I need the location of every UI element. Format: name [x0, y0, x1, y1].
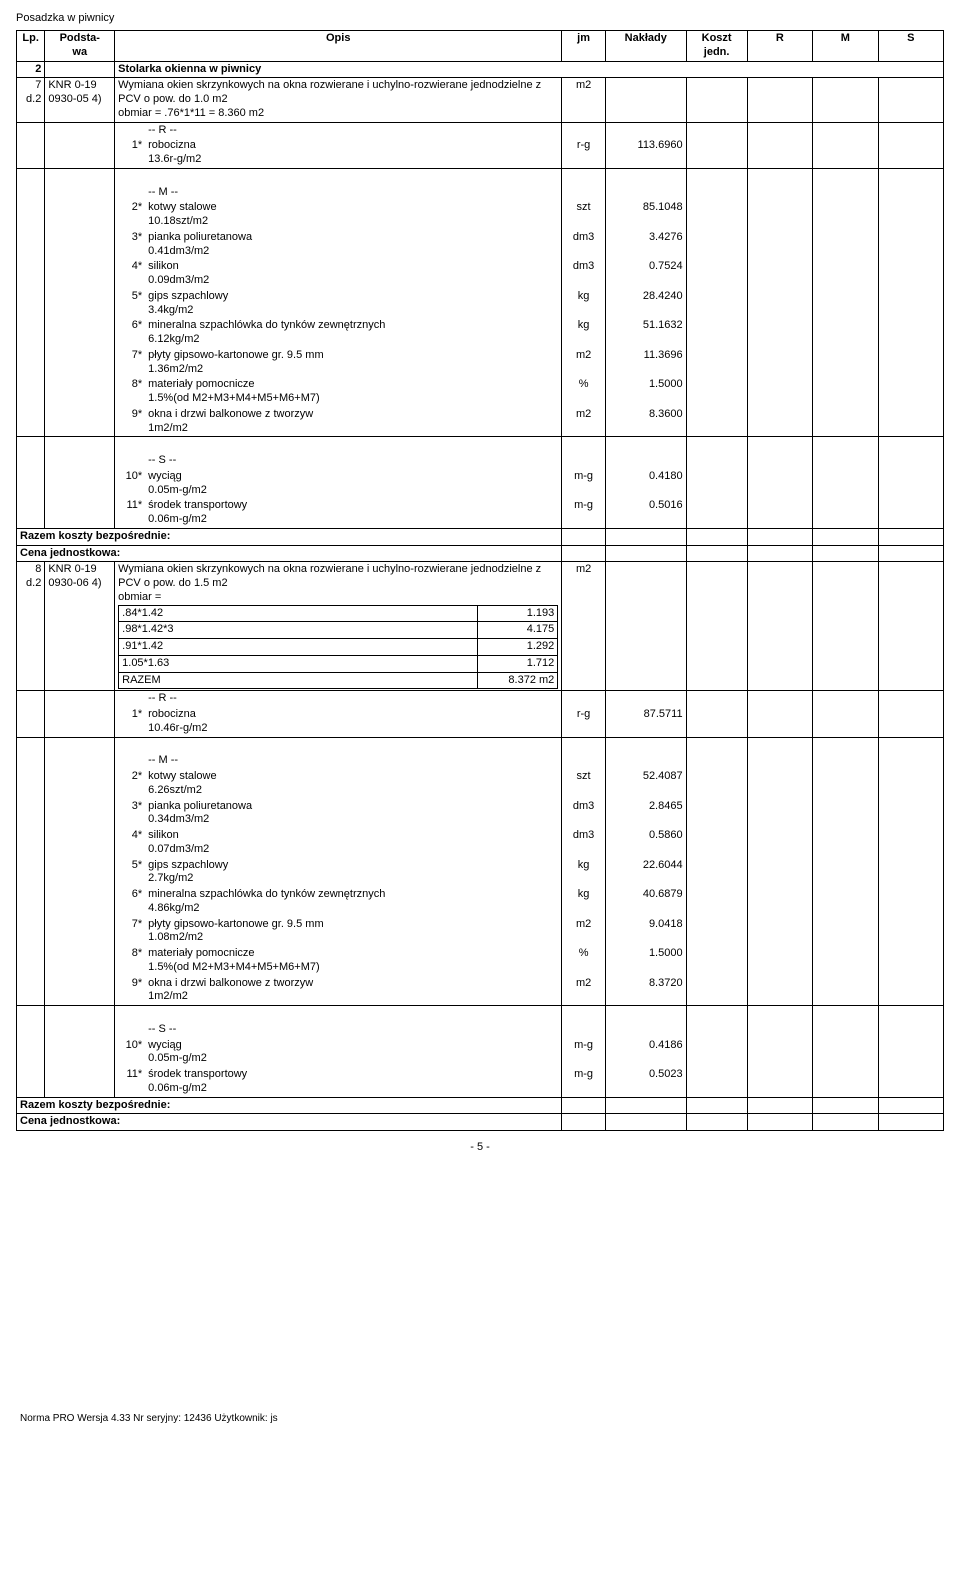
line-row: -- S --: [17, 453, 944, 469]
th-opis: Opis: [115, 31, 562, 62]
line-row: -- S --: [17, 1022, 944, 1038]
th-jm: jm: [562, 31, 606, 62]
line-opis: 10*wyciąg 0.05m-g/m2: [115, 1038, 562, 1068]
line-opis: -- S --: [115, 453, 562, 469]
line-row: -- R --: [17, 691, 944, 707]
line-opis: 11*środek transportowy 0.06m-g/m2: [115, 1067, 562, 1097]
item-podstawa: KNR 0-19 0930-06 4): [45, 562, 115, 691]
line-row: 11*środek transportowy 0.06m-g/m2m-g0.50…: [17, 498, 944, 528]
line-opis: 1*robocizna 10.46r-g/m2: [115, 707, 562, 737]
line-row: 1*robocizna 13.6r-g/m2r-g113.6960: [17, 138, 944, 168]
line-opis: 8*materiały pomocnicze 1.5%(od M2+M3+M4+…: [115, 946, 562, 976]
th-lp: Lp.: [17, 31, 45, 62]
cena-label: Cena jednostkowa:: [17, 1114, 562, 1131]
line-opis: 4*silikon 0.07dm3/m2: [115, 828, 562, 858]
doc-title: Posadzka w piwnicy: [16, 12, 944, 24]
line-row: 4*silikon 0.07dm3/m2dm30.5860: [17, 828, 944, 858]
line-row: 8*materiały pomocnicze 1.5%(od M2+M3+M4+…: [17, 377, 944, 407]
item-lp: 7 d.2: [17, 78, 45, 122]
line-opis: 2*kotwy stalowe 10.18szt/m2: [115, 200, 562, 230]
cena-label: Cena jednostkowa:: [17, 545, 562, 562]
line-opis: -- R --: [115, 122, 562, 138]
line-row: 8*materiały pomocnicze 1.5%(od M2+M3+M4+…: [17, 946, 944, 976]
line-row: 10*wyciąg 0.05m-g/m2m-g0.4180: [17, 469, 944, 499]
line-opis: -- S --: [115, 1022, 562, 1038]
line-row: 6*mineralna szpachlówka do tynków zewnęt…: [17, 887, 944, 917]
line-opis: 9*okna i drzwi balkonowe z tworzyw 1m2/m…: [115, 407, 562, 437]
line-opis: -- M --: [115, 185, 562, 201]
item-lp: 8 d.2: [17, 562, 45, 691]
line-opis: 3*pianka poliuretanowa 0.41dm3/m2: [115, 230, 562, 260]
cost-table: Lp. Podsta- wa Opis jm Nakłady Koszt jed…: [16, 30, 944, 1131]
th-m: M: [813, 31, 878, 62]
line-opis: 9*okna i drzwi balkonowe z tworzyw 1m2/m…: [115, 976, 562, 1006]
line-row: 6*mineralna szpachlówka do tynków zewnęt…: [17, 318, 944, 348]
line-row: -- M --: [17, 185, 944, 201]
line-opis: 6*mineralna szpachlówka do tynków zewnęt…: [115, 887, 562, 917]
line-opis: 2*kotwy stalowe 6.26szt/m2: [115, 769, 562, 799]
line-row: 9*okna i drzwi balkonowe z tworzyw 1m2/m…: [17, 407, 944, 437]
line-opis: -- M --: [115, 753, 562, 769]
line-opis: 6*mineralna szpachlówka do tynków zewnęt…: [115, 318, 562, 348]
line-opis: 7*płyty gipsowo-kartonowe gr. 9.5 mm 1.0…: [115, 917, 562, 947]
footer-note: Norma PRO Wersja 4.33 Nr seryjny: 12436 …: [16, 1413, 944, 1424]
line-opis: 10*wyciąg 0.05m-g/m2: [115, 469, 562, 499]
line-opis: 5*gips szpachlowy 3.4kg/m2: [115, 289, 562, 319]
razem-label: Razem koszty bezpośrednie:: [17, 528, 562, 545]
item-podstawa: KNR 0-19 0930-05 4): [45, 78, 115, 122]
section-title: Stolarka okienna w piwnicy: [115, 61, 944, 78]
th-s: S: [878, 31, 944, 62]
line-row: 9*okna i drzwi balkonowe z tworzyw 1m2/m…: [17, 976, 944, 1006]
th-r: R: [747, 31, 812, 62]
line-row: 2*kotwy stalowe 10.18szt/m2szt85.1048: [17, 200, 944, 230]
line-opis: 7*płyty gipsowo-kartonowe gr. 9.5 mm 1.3…: [115, 348, 562, 378]
th-naklady: Nakłady: [605, 31, 686, 62]
line-row: 5*gips szpachlowy 2.7kg/m2kg22.6044: [17, 858, 944, 888]
line-row: 10*wyciąg 0.05m-g/m2m-g0.4186: [17, 1038, 944, 1068]
line-opis: 1*robocizna 13.6r-g/m2: [115, 138, 562, 168]
line-opis: 4*silikon 0.09dm3/m2: [115, 259, 562, 289]
line-opis: 11*środek transportowy 0.06m-g/m2: [115, 498, 562, 528]
item-opis: Wymiana okien skrzynkowych na okna rozwi…: [115, 78, 562, 122]
th-koszt: Koszt jedn.: [686, 31, 747, 62]
line-opis: 5*gips szpachlowy 2.7kg/m2: [115, 858, 562, 888]
item-opis: Wymiana okien skrzynkowych na okna rozwi…: [115, 562, 562, 691]
line-row: 4*silikon 0.09dm3/m2dm30.7524: [17, 259, 944, 289]
line-row: 3*pianka poliuretanowa 0.34dm3/m2dm32.84…: [17, 799, 944, 829]
line-opis: 3*pianka poliuretanowa 0.34dm3/m2: [115, 799, 562, 829]
line-row: 5*gips szpachlowy 3.4kg/m2kg28.4240: [17, 289, 944, 319]
page-number: - 5 -: [16, 1141, 944, 1153]
line-row: -- R --: [17, 122, 944, 138]
line-opis: -- R --: [115, 691, 562, 707]
line-opis: 8*materiały pomocnicze 1.5%(od M2+M3+M4+…: [115, 377, 562, 407]
line-row: 1*robocizna 10.46r-g/m2r-g87.5711: [17, 707, 944, 737]
line-row: 7*płyty gipsowo-kartonowe gr. 9.5 mm 1.0…: [17, 917, 944, 947]
line-row: -- M --: [17, 753, 944, 769]
line-row: 7*płyty gipsowo-kartonowe gr. 9.5 mm 1.3…: [17, 348, 944, 378]
razem-label: Razem koszty bezpośrednie:: [17, 1097, 562, 1114]
th-podstawa: Podsta- wa: [45, 31, 115, 62]
line-row: 11*środek transportowy 0.06m-g/m2m-g0.50…: [17, 1067, 944, 1097]
line-row: 3*pianka poliuretanowa 0.41dm3/m2dm33.42…: [17, 230, 944, 260]
line-row: 2*kotwy stalowe 6.26szt/m2szt52.4087: [17, 769, 944, 799]
